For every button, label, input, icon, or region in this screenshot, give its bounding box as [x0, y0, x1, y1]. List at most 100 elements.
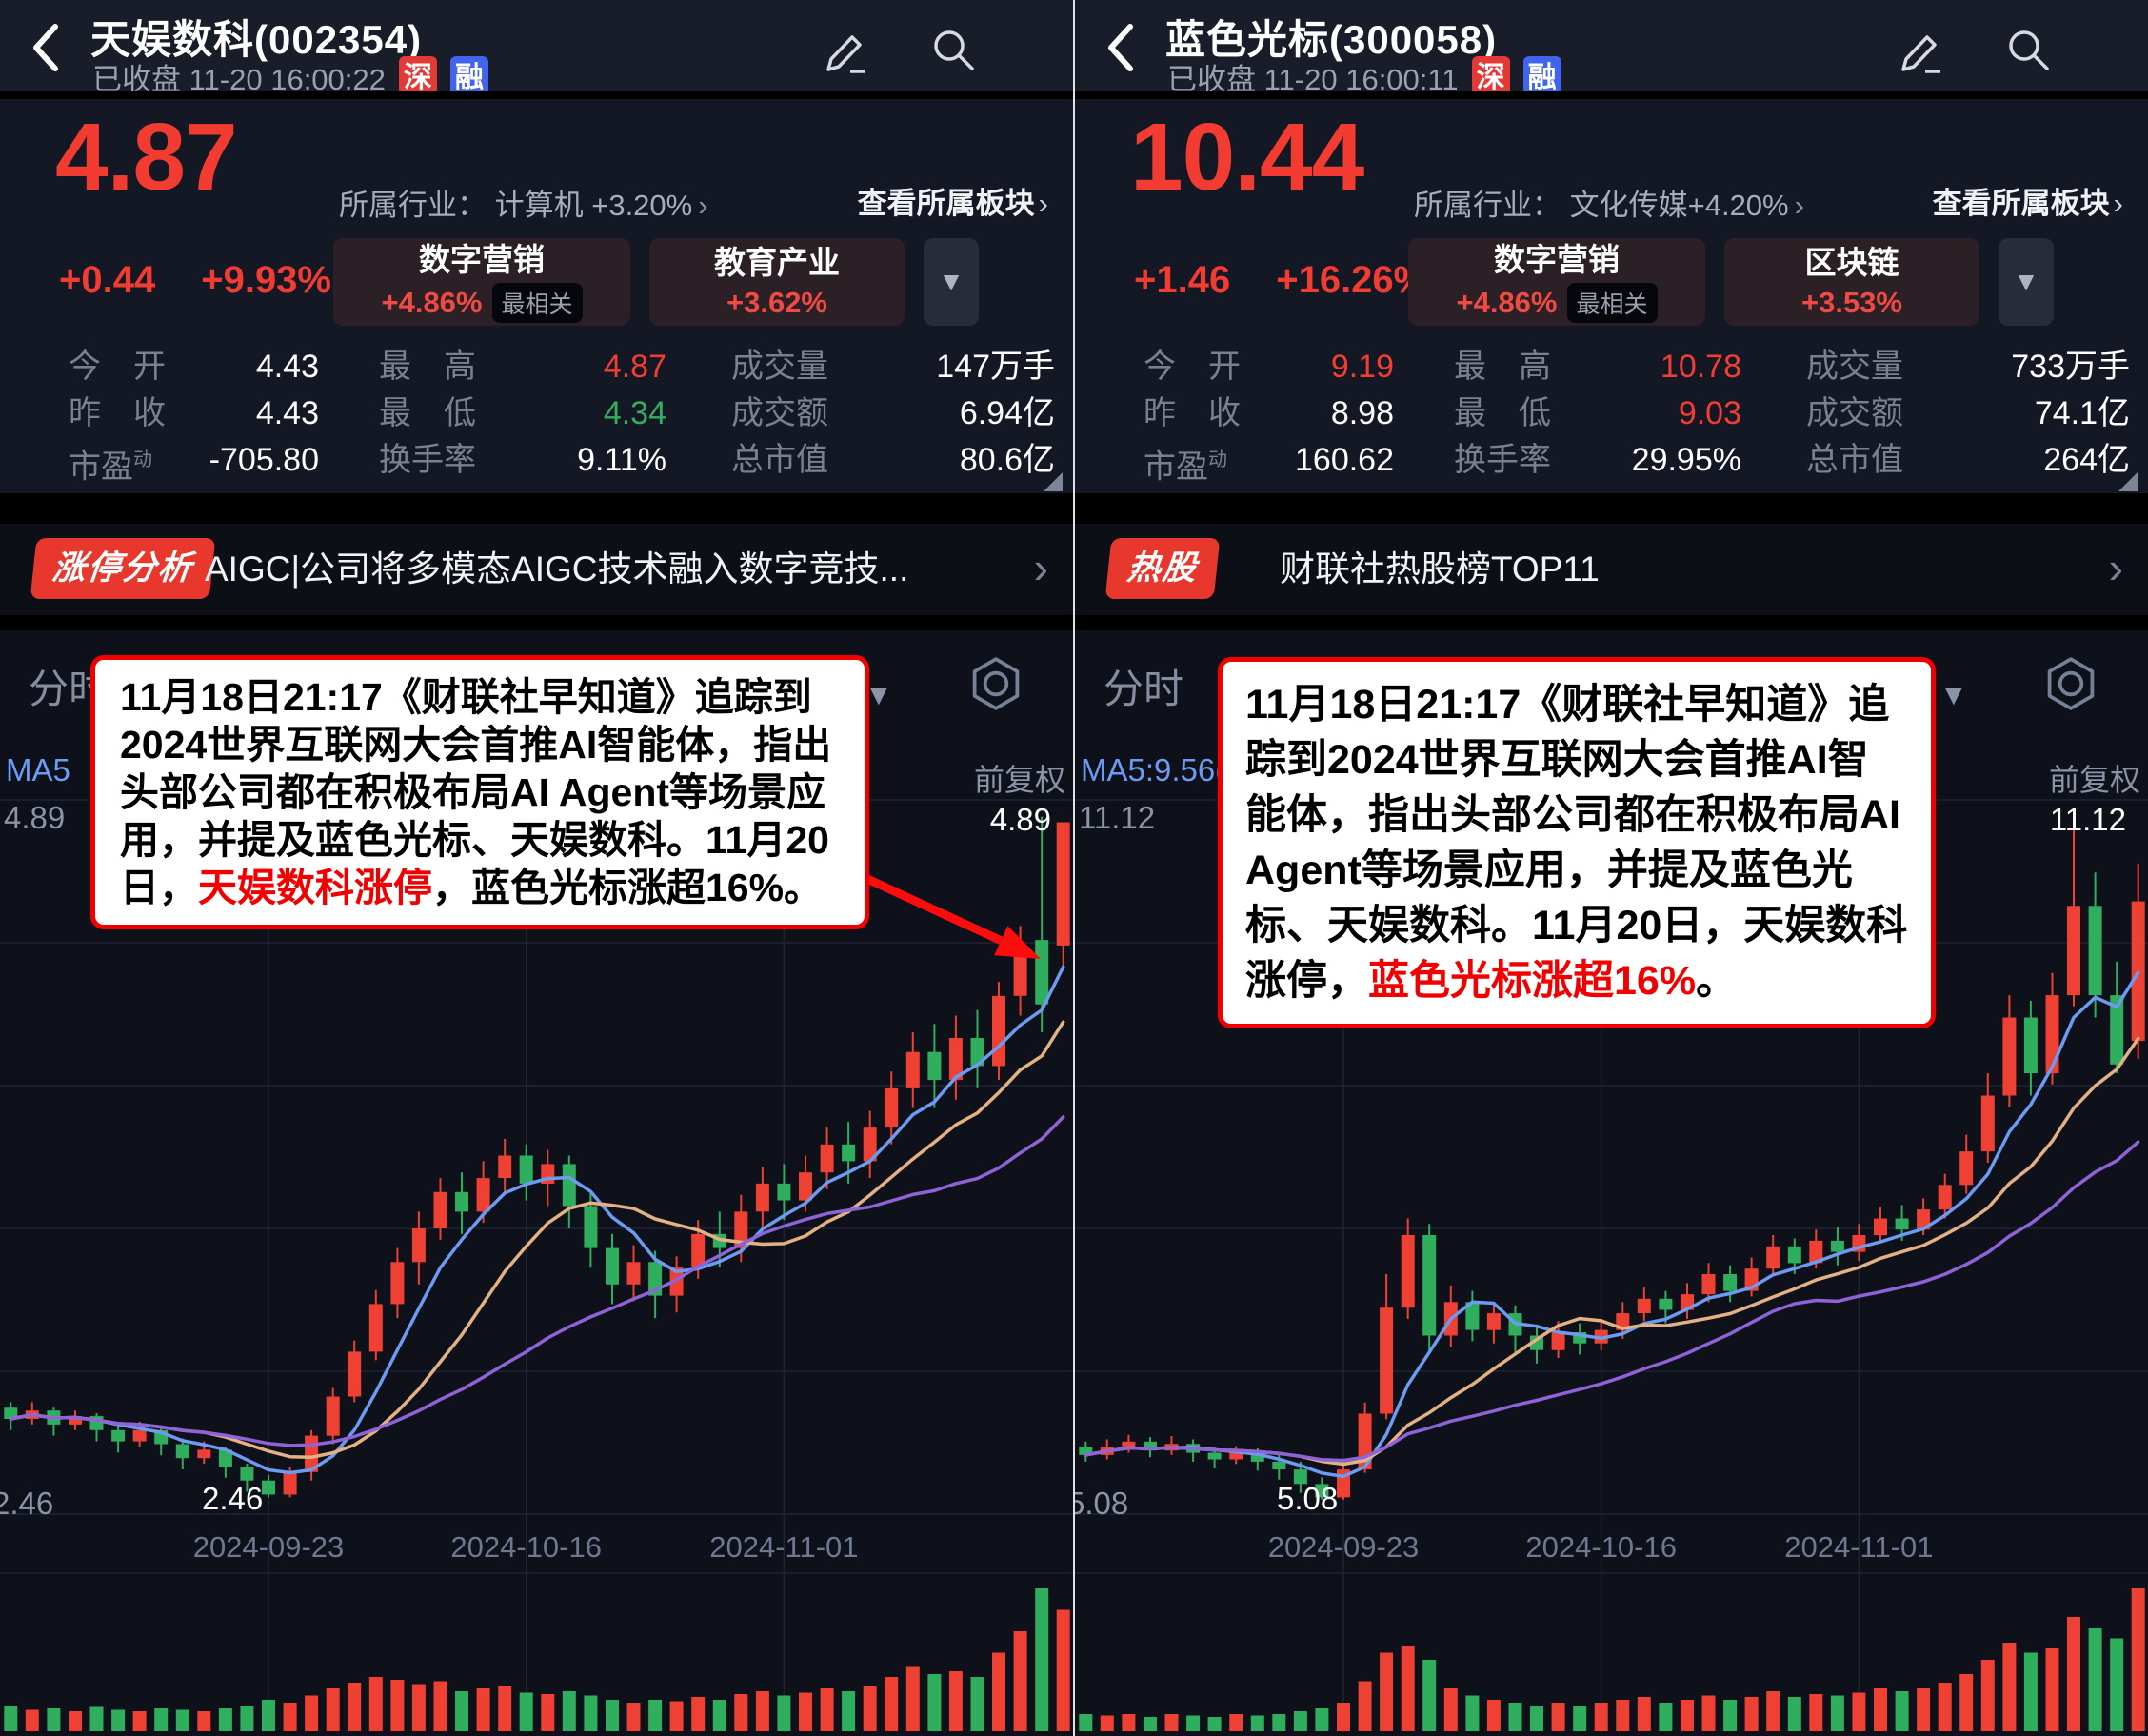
stat-value: 29.95% [1631, 442, 1741, 478]
stat-label: 昨 收 [69, 395, 166, 431]
tag-chip-secondary[interactable]: 区块链 +3.53% [1724, 238, 1979, 326]
tag-pct: +3.53% [1800, 286, 1902, 319]
stat-value: 264亿 [2043, 442, 2130, 478]
stat-label: 成交量 [1806, 349, 1903, 385]
tag-pct: +4.86% [381, 286, 483, 319]
banner-text: 财联社热股榜TOP11 [1280, 549, 1600, 589]
tag-name: 区块链 [1804, 245, 1899, 280]
banner-badge: 热股 [1104, 538, 1221, 599]
tags-expand-button[interactable]: ▼ [1999, 238, 2054, 326]
price-change-row: +0.44 +9.93% [59, 259, 331, 302]
divider [1075, 91, 2148, 99]
low-price-label: 5.08 [1277, 1481, 1339, 1516]
ma5-label: MA5 [6, 752, 70, 788]
quote-stats-grid: 今 开 9.19 最 高 10.78 成交量 733万手 昨 收 8.98 最 … [1144, 349, 2130, 485]
stat-value: 4.34 [603, 395, 666, 431]
stock-title: 天娱数科(002354) [90, 17, 423, 62]
svg-text:2024-10-16: 2024-10-16 [450, 1530, 602, 1564]
divider [0, 91, 1073, 99]
period-dropdown-icon[interactable]: ▼ [1939, 680, 1968, 711]
most-related-badge: 最相关 [491, 283, 583, 323]
industry-link[interactable]: 所属行业： 计算机 +3.20% › [339, 189, 708, 222]
view-sector-link[interactable]: 查看所属板块 › [1932, 187, 2123, 220]
stat-value: 80.6亿 [959, 442, 1055, 478]
ma5-label: MA5:9.56( [1081, 752, 1226, 788]
chevron-right-icon[interactable]: › [2108, 543, 2123, 592]
market-status-row: 已收盘 11-20 16:00:11 深 融 [1167, 55, 1561, 98]
most-related-badge: 最相关 [1566, 283, 1658, 323]
adjust-mode-label[interactable]: 前复权 [2048, 763, 2140, 797]
tag-chip-primary[interactable]: 数字营销 +4.86% 最相关 [333, 238, 630, 326]
stock-title: 蓝色光标(300058) [1165, 17, 1498, 62]
chevron-right-icon[interactable]: › [1033, 543, 1048, 592]
divider [0, 493, 1073, 524]
edit-icon[interactable] [822, 25, 871, 74]
stat-value: 9.19 [1330, 349, 1394, 385]
tag-chip-primary[interactable]: 数字营销 +4.86% 最相关 [1408, 238, 1705, 326]
search-icon[interactable] [2003, 25, 2053, 74]
stat-label: 成交量 [731, 349, 828, 385]
axis-top-value: 4.89 [4, 800, 66, 835]
annotation-highlight: 天娱数科涨停 [198, 866, 432, 909]
view-sector-link[interactable]: 查看所属板块 › [857, 187, 1048, 220]
peak-price-label: 11.12 [2049, 802, 2126, 837]
banner-text: AIGC|公司将多模态AIGC技术融入数字竞技... [205, 549, 909, 589]
news-banner[interactable]: 涨停分析 AIGC|公司将多模态AIGC技术融入数字竞技... › [0, 524, 1073, 615]
stat-label: 市盈动 [69, 449, 152, 486]
axis-low-value: 5.08 [1073, 1486, 1129, 1521]
margin-badge: 融 [1522, 55, 1561, 98]
svg-text:2024-11-01: 2024-11-01 [1784, 1530, 1933, 1564]
tag-chip-secondary[interactable]: 教育产业 +3.62% [649, 238, 905, 326]
annotation-text: 11月18日21:17《财联社早知道》追踪到2024世界互联网大会首推AI智能体… [120, 675, 832, 909]
divider [1075, 493, 2148, 524]
expand-corner-icon[interactable] [1044, 472, 1063, 491]
last-price: 4.87 [55, 104, 238, 210]
tags-expand-button[interactable]: ▼ [924, 238, 979, 326]
stat-label: 总市值 [1806, 442, 1903, 478]
stat-value: -705.80 [209, 442, 319, 478]
price-change-row: +1.46 +16.26% [1134, 259, 1427, 302]
peak-price-label: 4.89 [989, 802, 1051, 837]
stat-value: 9.11% [577, 442, 666, 478]
stat-label: 成交额 [1806, 395, 1903, 431]
news-banner[interactable]: 热股 财联社热股榜TOP11 › [1075, 524, 2148, 615]
stat-value: 4.87 [603, 349, 666, 385]
market-status-row: 已收盘 11-20 16:00:22 深 融 [92, 55, 488, 98]
chevron-down-icon: ▼ [938, 267, 965, 296]
concept-tags: 数字营销 +4.86% 最相关 区块链 +3.53% ▼ [1408, 238, 2054, 326]
divider [1075, 615, 2148, 630]
tag-pct: +3.62% [726, 286, 827, 319]
chevron-right-icon: › [2113, 187, 2123, 220]
edit-icon[interactable] [1897, 25, 1946, 74]
adjust-mode-label[interactable]: 前复权 [973, 763, 1065, 797]
stat-label: 最 高 [1454, 349, 1551, 385]
search-icon[interactable] [928, 25, 978, 74]
tab-fenshi[interactable]: 分时 [1104, 667, 1184, 711]
stat-label: 市盈动 [1144, 449, 1227, 486]
chart-settings-icon[interactable] [969, 657, 1023, 710]
tag-name: 教育产业 [714, 245, 840, 280]
chevron-right-icon: › [1794, 189, 1804, 222]
stat-label: 换手率 [379, 442, 476, 478]
annotation-callout: 11月18日21:17《财联社早知道》追踪到2024世界互联网大会首推AI智能体… [1218, 657, 1936, 1028]
svg-text:2024-09-23: 2024-09-23 [1268, 1530, 1420, 1564]
shenzhen-badge: 深 [1471, 55, 1510, 98]
expand-corner-icon[interactable] [2118, 472, 2138, 491]
svg-text:2024-11-01: 2024-11-01 [709, 1530, 858, 1564]
back-button[interactable] [1102, 21, 1140, 74]
shenzhen-badge: 深 [398, 55, 437, 98]
price-change-pct: +16.26% [1276, 259, 1428, 301]
market-status: 已收盘 11-20 16:00:11 [1167, 63, 1459, 96]
last-price: 10.44 [1130, 104, 1364, 210]
kline-chart-area: 2024-09-23 2024-10-16 2024-11-01 分时 ▼ 前复权 … [1075, 630, 2148, 1736]
industry-link[interactable]: 所属行业： 文化传媒+4.20% › [1414, 189, 1804, 222]
chart-settings-icon[interactable] [2044, 657, 2098, 710]
annotation-text: ，蓝色光标涨超16%。 [432, 866, 824, 909]
header-bar [0, 0, 1073, 91]
back-button[interactable] [27, 21, 65, 74]
margin-badge: 融 [449, 55, 488, 98]
stat-label: 最 高 [379, 349, 476, 385]
annotation-highlight: 蓝色光标涨超16% [1368, 958, 1697, 1004]
tag-name: 数字营销 [419, 242, 545, 277]
